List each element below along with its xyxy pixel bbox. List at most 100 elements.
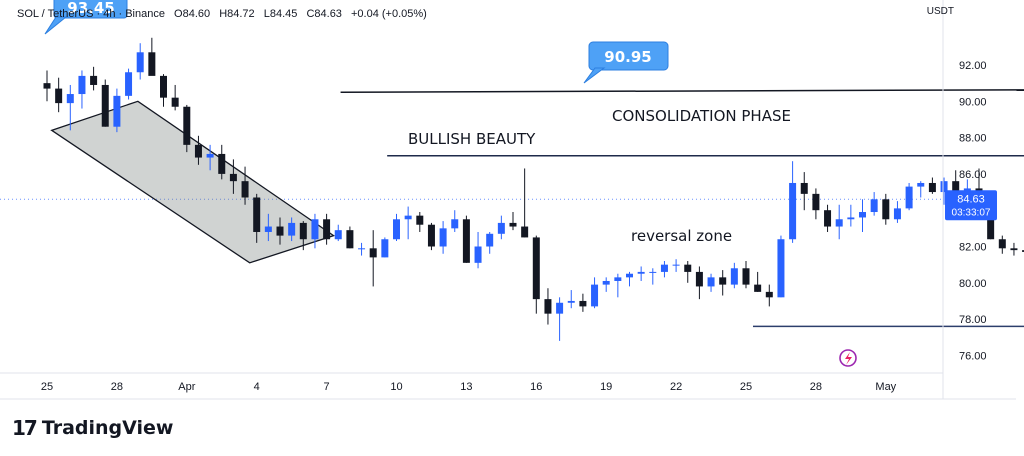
- current-price-tag[interactable]: [945, 190, 997, 221]
- open-value: O84.60: [174, 8, 211, 20]
- tradingview-mark-icon: 17: [12, 416, 38, 440]
- reversal-zone-label: reversal zone: [631, 227, 732, 245]
- candle-body: [334, 230, 342, 240]
- y-tick-label: 88.00: [959, 133, 987, 145]
- candle-body: [323, 219, 331, 240]
- candle-body: [812, 193, 820, 211]
- candle-body: [474, 246, 482, 263]
- x-tick-label: 19: [600, 381, 612, 393]
- tradingview-logo: 17 TradingView: [12, 416, 173, 440]
- candle-body: [917, 182, 925, 187]
- high-value: H84.72: [219, 8, 255, 20]
- candle-body: [90, 75, 98, 85]
- candle-body: [940, 181, 948, 193]
- candle-body: [742, 268, 750, 285]
- high-callout-pointer: [583, 67, 606, 84]
- candle-body: [486, 233, 494, 247]
- candle-body: [672, 264, 680, 266]
- candle-body: [241, 181, 249, 198]
- candle-body: [276, 226, 284, 236]
- current-price-value: 84.63: [957, 193, 985, 205]
- candle-body: [719, 277, 727, 285]
- candle-body: [125, 72, 133, 96]
- candle-body: [602, 280, 610, 285]
- candle-body: [381, 239, 389, 258]
- candle-body: [614, 277, 622, 281]
- x-tick-label: 25: [41, 381, 53, 393]
- x-tick-label: 16: [530, 381, 542, 393]
- currency-label[interactable]: USDT: [926, 6, 954, 17]
- candle-body: [183, 106, 191, 145]
- candle-body: [754, 284, 762, 292]
- close-value: C84.63: [306, 8, 342, 20]
- bearish-channel: [50, 100, 336, 264]
- candle-body: [800, 182, 808, 194]
- candle-body: [579, 300, 587, 307]
- candle-body: [427, 224, 435, 247]
- candle-body: [777, 239, 785, 298]
- candle-body: [905, 186, 913, 209]
- candle-body: [626, 273, 633, 278]
- y-tick-label: 80.00: [959, 278, 987, 290]
- x-tick-label: 25: [740, 381, 752, 393]
- candle-body: [497, 222, 505, 234]
- candle-body: [171, 97, 179, 107]
- candle-body: [311, 219, 319, 240]
- prior-high-callout-pointer: [44, 16, 68, 35]
- candle-body: [253, 197, 261, 232]
- candle-body: [835, 219, 843, 227]
- candle-body: [928, 182, 936, 193]
- candle-body: [416, 215, 424, 225]
- candle-body: [299, 222, 307, 240]
- candle-body: [870, 199, 878, 213]
- y-tick-label: 86.00: [959, 169, 987, 181]
- change-value: +0.04 (+0.05%): [351, 8, 427, 20]
- candle-body: [987, 204, 995, 240]
- candle-body: [43, 83, 51, 89]
- x-tick-label: 28: [810, 381, 822, 393]
- candle-body: [1022, 250, 1024, 252]
- candle-body: [521, 226, 529, 238]
- candle-body: [952, 181, 960, 194]
- candle-body: [113, 95, 121, 127]
- consolidation-phase-label: CONSOLIDATION PHASE: [612, 107, 791, 125]
- x-tick-label: Apr: [178, 381, 195, 393]
- y-tick-label: 90.00: [959, 96, 987, 108]
- prior-high-callout-value: 93.45: [67, 0, 114, 17]
- brand-name: TradingView: [41, 417, 174, 439]
- low-value: L84.45: [263, 8, 298, 20]
- candle-body: [893, 208, 901, 220]
- high-callout-value: 90.95: [604, 48, 651, 66]
- high-callout-box: [588, 41, 669, 71]
- candle-body: [393, 219, 400, 240]
- lightning-icon: [845, 352, 852, 365]
- candle-body: [369, 248, 377, 258]
- y-tick-label: 92.00: [959, 60, 987, 72]
- candle-body: [789, 182, 797, 240]
- candle-body: [78, 75, 86, 95]
- candle-body: [1010, 248, 1018, 251]
- candle-body: [567, 300, 575, 303]
- x-tick-label: May: [875, 381, 896, 393]
- x-tick-label: 22: [670, 381, 682, 393]
- candle-body: [264, 226, 272, 232]
- y-tick-label: 82.00: [959, 242, 987, 254]
- candle-body: [218, 153, 226, 174]
- candle-body: [194, 144, 202, 158]
- prior-high-callout-box: [53, 0, 128, 19]
- candle-body: [346, 230, 354, 249]
- candle-body: [358, 248, 366, 250]
- candle-body: [532, 237, 540, 300]
- candle-body: [847, 217, 855, 220]
- candle-body: [509, 222, 517, 227]
- candle-body: [404, 215, 412, 220]
- symbol-info[interactable]: SOL / TetherUS · 4h · Binance: [17, 8, 165, 20]
- candle-body: [288, 222, 296, 236]
- candle-body: [206, 153, 214, 158]
- candle-body: [660, 264, 668, 272]
- candle-body: [998, 239, 1006, 249]
- candle-body: [148, 52, 156, 76]
- candle-body: [439, 228, 447, 247]
- candle-body: [160, 75, 167, 98]
